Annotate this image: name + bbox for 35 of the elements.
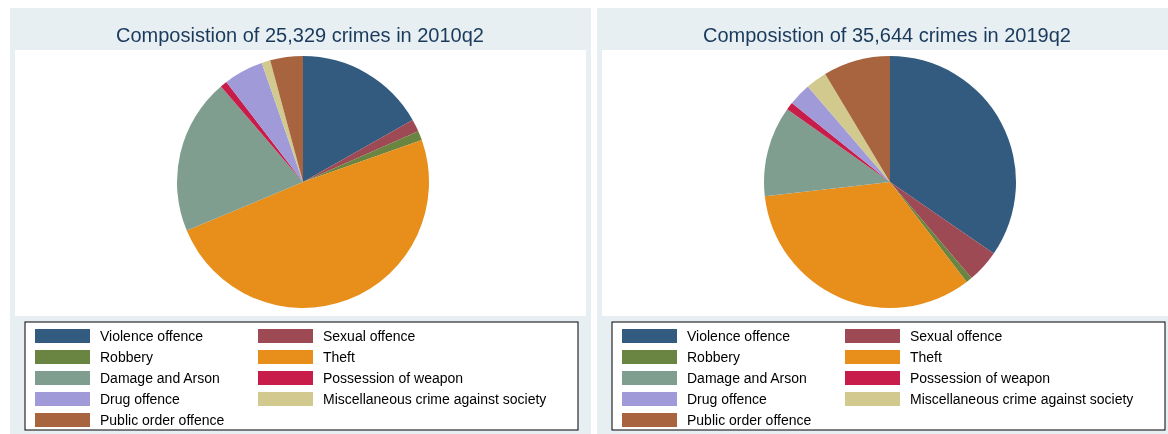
- legend-label: Drug offence: [687, 391, 768, 407]
- legend-label: Possession of weapon: [910, 370, 1051, 386]
- legend-label: Drug offence: [100, 391, 181, 407]
- legend-label: Damage and Arson: [100, 370, 220, 386]
- legend-label: Sexual offence: [910, 328, 1003, 344]
- legend-label: Public order offence: [100, 412, 225, 428]
- pie-slice: [764, 182, 967, 308]
- legend-label: Miscellaneous crime against society: [323, 391, 547, 407]
- pie-slice: [270, 56, 303, 182]
- legend-label: Possession of weapon: [323, 370, 464, 386]
- chart-title: Composistion of 35,644 crimes in 2019q2: [703, 24, 1071, 46]
- pie-slice: [303, 56, 413, 182]
- legend-label: Violence offence: [687, 328, 791, 344]
- legend-label: Damage and Arson: [687, 370, 807, 386]
- legend-label: Theft: [910, 349, 943, 365]
- legend-label: Public order offence: [687, 412, 812, 428]
- pie-slice: [890, 182, 994, 279]
- pie-slice: [226, 62, 303, 182]
- legend-label: Sexual offence: [323, 328, 416, 344]
- pie-slice: [303, 131, 422, 182]
- pie-slice: [787, 102, 890, 182]
- pie-slice: [764, 109, 890, 197]
- legend-label: Robbery: [100, 349, 153, 365]
- chart-title: Composistion of 25,329 crimes in 2010q2: [116, 24, 484, 46]
- pie-slice: [807, 73, 890, 182]
- pie-slice: [186, 140, 429, 308]
- pie-slice: [791, 86, 890, 182]
- legend-label: Miscellaneous crime against society: [910, 391, 1134, 407]
- pie-slice: [261, 60, 303, 182]
- pie-slice: [177, 86, 303, 231]
- pie-slice: [825, 56, 890, 182]
- legend-label: Violence offence: [100, 328, 204, 344]
- legend-label: Robbery: [687, 349, 740, 365]
- legend-label: Theft: [323, 349, 356, 365]
- pie-slice: [890, 56, 1016, 254]
